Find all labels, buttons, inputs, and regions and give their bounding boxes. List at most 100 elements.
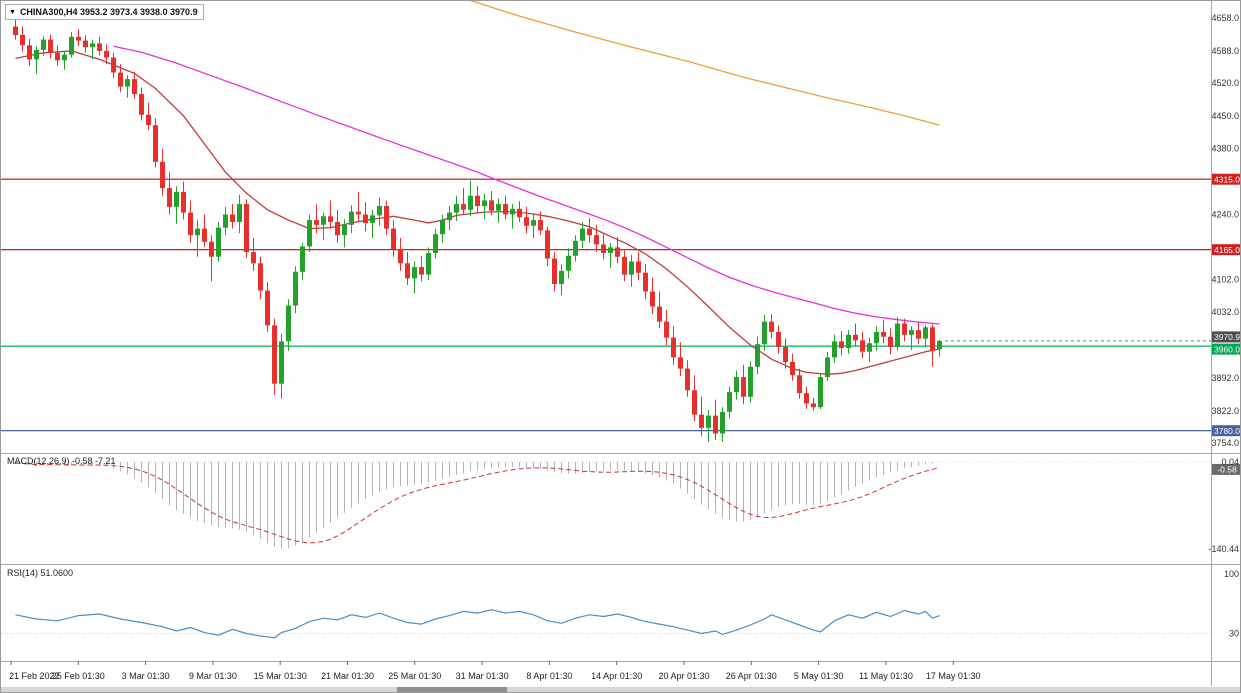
candle-body (104, 50, 109, 58)
candle-body (48, 39, 53, 53)
candle-body (706, 415, 711, 428)
price-tick-label: 4588.0 (1211, 46, 1239, 56)
candle-body (132, 79, 137, 95)
scrollbar-track[interactable] (1, 687, 1241, 693)
candle-body (153, 125, 158, 162)
candle-body (517, 208, 522, 218)
candle-body (762, 321, 767, 345)
candle-body (615, 247, 620, 257)
time-label: 9 Mar 01:30 (189, 671, 237, 681)
candle-body (335, 222, 340, 236)
candle-body (279, 341, 284, 384)
time-label: 20 Apr 01:30 (658, 671, 709, 681)
rsi-tick-label: 100 (1224, 569, 1239, 579)
candle-body (811, 403, 816, 408)
candle-body (839, 341, 844, 348)
candle-body (860, 340, 865, 352)
rsi-indicator-label: RSI(14) 51.0600 (7, 568, 74, 578)
candle-body (377, 206, 382, 216)
candle-body (804, 393, 809, 404)
candle-body (923, 327, 928, 339)
candle-body (181, 191, 186, 213)
candle-body (461, 204, 466, 210)
candle-body (174, 191, 179, 207)
candle-body (307, 220, 312, 247)
chart-symbol-title: CHINA300,H4 3953.2 3973.4 3938.0 3970.9 (19, 7, 198, 17)
time-label: 26 Apr 01:30 (726, 671, 777, 681)
price-marker-box (1212, 343, 1240, 355)
ma-mid-magenta-line (113, 45, 940, 325)
scrollbar-thumb[interactable] (397, 687, 507, 693)
ma-slow-orange-line (469, 1, 940, 126)
rsi-panel (1, 609, 1211, 639)
candle-body (125, 79, 130, 87)
price-marker-label: 4315.0 (1214, 174, 1240, 184)
time-label: 21 Mar 01:30 (321, 671, 374, 681)
candle-body (363, 214, 368, 223)
rsi-line (15, 609, 940, 639)
candle-body (566, 255, 571, 271)
candle-body (433, 234, 438, 253)
time-label: 3 Mar 01:30 (122, 671, 170, 681)
time-label: 15 Mar 01:30 (254, 671, 307, 681)
candle-body (699, 414, 704, 428)
candle-body (412, 267, 417, 279)
price-tick-label: 3822.0 (1211, 406, 1239, 416)
price-tick-label: 4658.0 (1211, 13, 1239, 23)
candle-body (888, 336, 893, 347)
candle-body (825, 357, 830, 377)
candle-body (195, 228, 200, 236)
candle-body (545, 230, 550, 259)
candle-body (188, 212, 193, 236)
candle-body (468, 195, 473, 210)
candle-body (293, 271, 298, 306)
candle-body (790, 362, 795, 376)
time-label: 25 Feb 01:30 (52, 671, 105, 681)
candle-body (622, 256, 627, 275)
candle-body (426, 253, 431, 275)
candle-body (937, 340, 942, 350)
candle-body (391, 228, 396, 250)
horizontal-scrollbar[interactable] (1, 687, 1241, 693)
candle-body (867, 343, 872, 352)
candle-body (601, 244, 606, 253)
candle-body (258, 263, 263, 291)
candle-body (895, 323, 900, 347)
macd-current-box (1212, 463, 1240, 475)
time-label: 17 May 01:30 (926, 671, 981, 681)
price-tick-label: 4450.0 (1211, 111, 1239, 121)
candle-body (748, 366, 753, 397)
candle-body (454, 204, 459, 213)
one-click-collapse-icon[interactable]: ▼ (9, 8, 16, 16)
candle-body (713, 415, 718, 434)
candle-body (587, 228, 592, 236)
price-grid (1, 17, 1211, 444)
candle-body (167, 188, 172, 207)
candle-body (909, 330, 914, 335)
candle-body (881, 332, 886, 337)
candle-body (447, 212, 452, 221)
candle-body (902, 323, 907, 335)
candle-body (398, 249, 403, 264)
macd-current-label: -0.58 (1217, 465, 1237, 475)
time-label: 21 Feb 2022 (9, 671, 60, 681)
price-tick-label: 4102.0 (1211, 274, 1239, 284)
candle-body (783, 347, 788, 362)
candle-body (657, 306, 662, 322)
candle-body (832, 341, 837, 358)
candle-body (643, 272, 648, 292)
candle-body (930, 327, 935, 351)
candle-body (503, 204, 508, 215)
candle-body (111, 57, 116, 73)
candle-body (524, 217, 529, 226)
candle-body (405, 263, 410, 279)
time-label: 8 Apr 01:30 (526, 671, 572, 681)
candle-body (97, 43, 102, 51)
candle-body (559, 270, 564, 285)
candle-body (314, 220, 319, 225)
price-marker-label: 4165.0 (1214, 245, 1240, 255)
candle-body (202, 228, 207, 242)
price-tick-label: 4032.0 (1211, 307, 1239, 317)
